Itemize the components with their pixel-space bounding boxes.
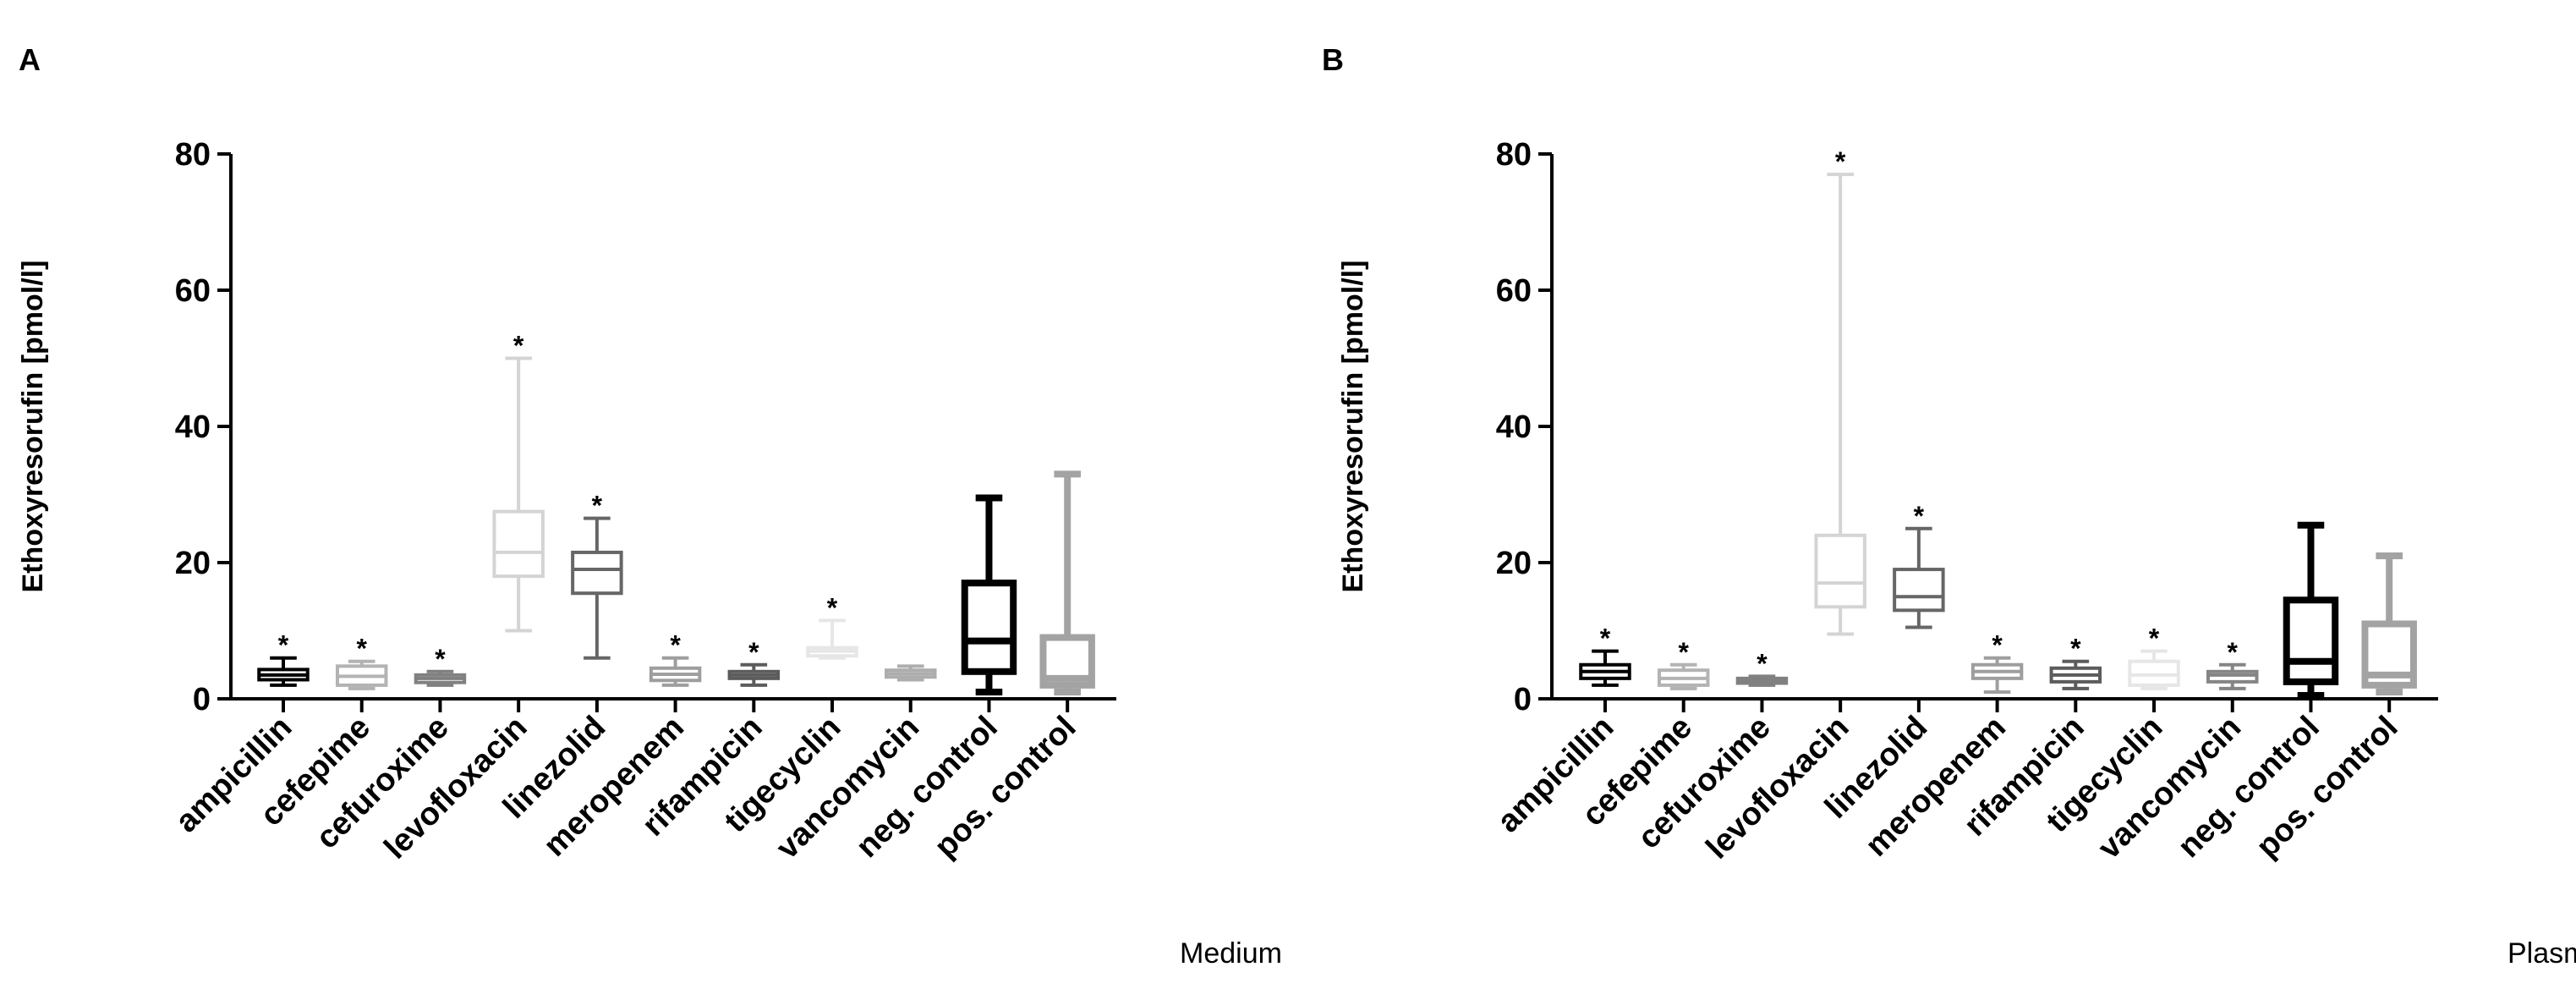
panel-caption: Medium — [1180, 937, 1282, 970]
significance-star: * — [2149, 624, 2160, 654]
significance-star: * — [1678, 637, 1689, 668]
significance-star: * — [1757, 648, 1768, 679]
y-tick-label: 20 — [175, 546, 211, 581]
box-iqr — [571, 550, 623, 596]
box-iqr — [492, 509, 545, 579]
y-tick-label: 20 — [1496, 546, 1532, 581]
significance-star: * — [2228, 637, 2239, 668]
significance-star: * — [827, 592, 838, 623]
significance-star: * — [513, 331, 524, 361]
significance-star: * — [1600, 624, 1611, 654]
y-tick-label: 40 — [175, 409, 211, 445]
box-iqr — [1893, 568, 1945, 613]
y-axis-label: Ethoxyresorufin [pmol/l] — [17, 261, 49, 593]
panel-caption: Plasma — [2507, 937, 2576, 970]
panel-label: A — [19, 42, 41, 77]
significance-star: * — [1992, 630, 2003, 661]
significance-star: * — [1914, 501, 1925, 531]
box-iqr — [2206, 669, 2259, 684]
y-tick-label: 60 — [1496, 273, 1532, 309]
significance-star: * — [592, 491, 603, 521]
y-axis-label: Ethoxyresorufin [pmol/l] — [1337, 261, 1369, 593]
panel-b: B 0 20 40 60 80 Ethoxyresorufin [pmol/l] * ampi… — [1288, 0, 2576, 989]
box-iqr — [2128, 659, 2180, 687]
significance-star: * — [670, 630, 681, 661]
panel-label: B — [1322, 42, 1344, 77]
y-tick-label: 40 — [1496, 409, 1532, 445]
significance-star: * — [2070, 634, 2081, 664]
box-iqr — [961, 580, 1017, 675]
significance-star: * — [1835, 146, 1846, 177]
significance-star: * — [278, 630, 289, 661]
box-iqr — [1814, 533, 1866, 609]
panel-a: A 0 20 40 60 80 Ethoxyresorufin [pmol/l] * ampi… — [17, 42, 1282, 970]
significance-star: * — [435, 644, 446, 674]
significance-star: * — [748, 637, 759, 668]
y-tick-label: 80 — [175, 137, 211, 173]
y-tick-label: 0 — [193, 682, 211, 717]
y-tick-label: 60 — [175, 273, 211, 309]
box-iqr — [2283, 596, 2339, 685]
y-tick-label: 80 — [1496, 137, 1532, 173]
significance-star: * — [356, 634, 367, 664]
y-tick-label: 0 — [1514, 682, 1532, 717]
